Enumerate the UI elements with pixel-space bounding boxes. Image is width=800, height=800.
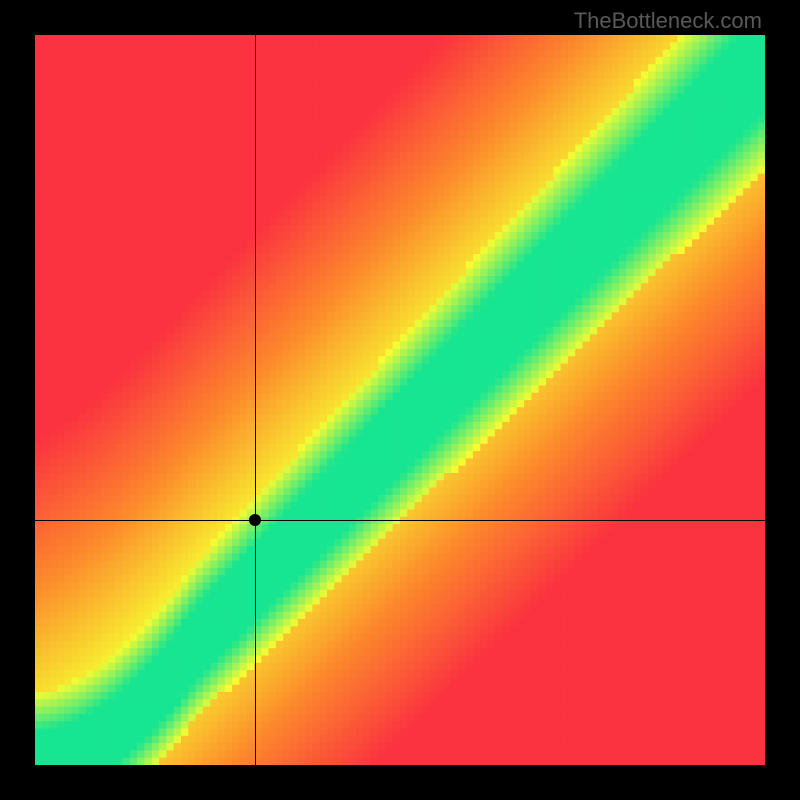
selected-point-marker — [249, 514, 261, 526]
watermark-text: TheBottleneck.com — [574, 8, 762, 34]
bottleneck-heatmap — [35, 35, 765, 765]
chart-container: { "watermark": "TheBottleneck.com", "plo… — [0, 0, 800, 800]
crosshair-horizontal — [35, 520, 765, 521]
heatmap-canvas — [35, 35, 765, 765]
crosshair-vertical — [255, 35, 256, 765]
